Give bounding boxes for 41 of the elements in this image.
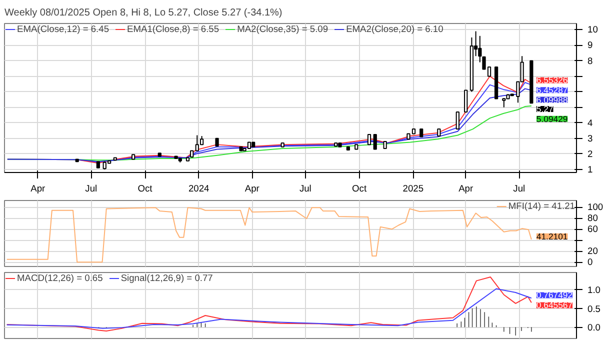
y-tick-label: 10	[588, 24, 598, 35]
x-tick-label: Apr	[458, 184, 474, 194]
annotation: 6.45287	[536, 85, 568, 96]
y-tick-label: 60	[588, 224, 598, 234]
y-tick-label: 0.5	[588, 304, 600, 314]
legend-label: MACD(12,26) = 0.65	[17, 273, 103, 283]
y-tick-label: 2	[588, 148, 593, 159]
y-tick-label: 80	[588, 213, 598, 224]
annotation: 6.09988	[536, 94, 568, 105]
annotation: 6.55326	[536, 75, 568, 86]
legend-label: EMA1(Close,8) = 6.55	[127, 24, 220, 34]
y-tick-label: 1.0	[588, 284, 600, 295]
annotation: 5.09429	[536, 114, 568, 124]
y-tick-label: 0	[588, 257, 593, 268]
y-tick-label: 1	[588, 164, 593, 174]
y-tick-label: 3	[588, 133, 593, 144]
chart-title: Weekly 08/01/2025 Open 8, Hi 8, Lo 5.27, Close 5.27 (-34.1%)	[4, 8, 282, 18]
x-tick-label: Jul	[299, 184, 312, 194]
x-tick-label: Oct	[352, 184, 367, 194]
x-tick-label: Jul	[85, 184, 98, 194]
y-tick-label: 8	[588, 56, 593, 66]
x-tick-label: Oct	[138, 184, 153, 194]
legend-label: MFI(14) = 41.21	[508, 201, 575, 211]
legend-label: Signal(12,26,9) = 0.77	[120, 273, 213, 283]
y-tick-label: 4	[588, 118, 593, 128]
x-tick-label: 2025	[402, 184, 424, 194]
annotation: 0.767492	[536, 290, 573, 300]
legend-label: MA2(Close,35) = 5.09	[237, 24, 328, 34]
x-tick-label: 2024	[188, 184, 210, 194]
annotation: 0.645567	[536, 300, 573, 310]
annotation: 5.27	[536, 104, 554, 114]
y-tick-label: 100	[588, 202, 604, 212]
x-tick-label: Apr	[30, 184, 46, 194]
y-tick-label: 20	[588, 246, 598, 256]
annotation: 41.2101	[536, 231, 568, 242]
x-tick-label: Jul	[513, 184, 526, 194]
y-tick-label: 0.0	[588, 322, 600, 333]
legend-label: EMA(Close,12) = 6.45	[17, 24, 110, 34]
legend-label: EMA2(Close,20) = 6.10	[346, 24, 444, 34]
y-tick-label: 9	[588, 40, 593, 50]
x-tick-label: Apr	[244, 184, 260, 194]
